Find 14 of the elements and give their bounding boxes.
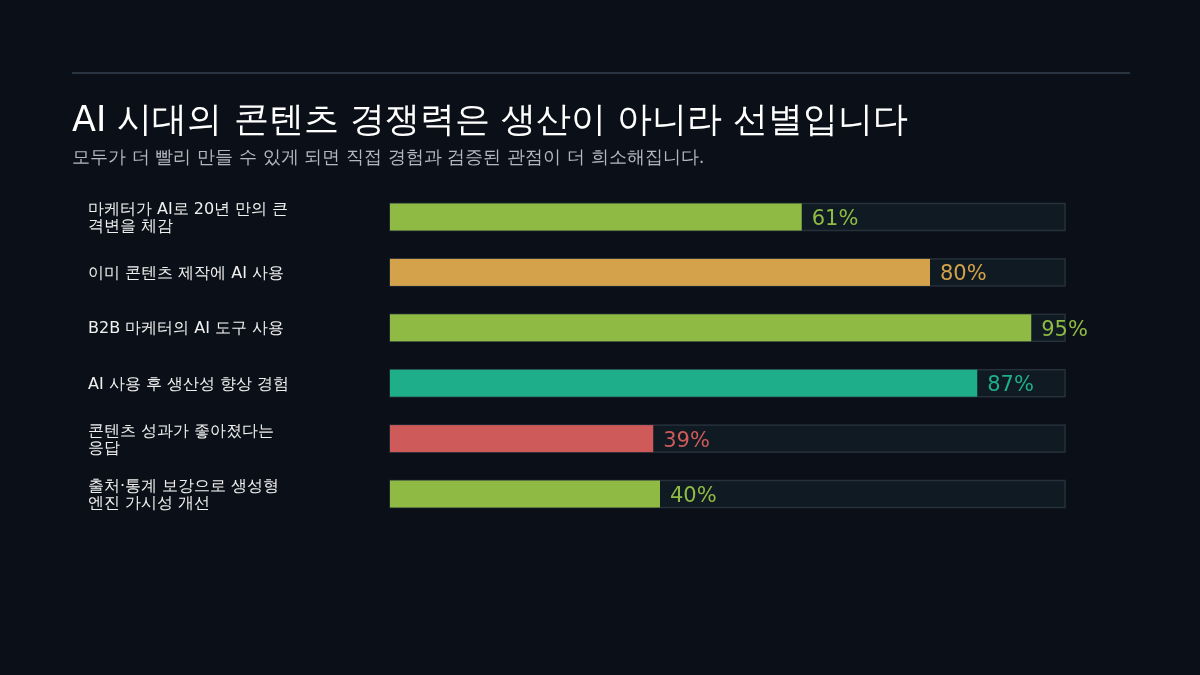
data-label: 87% [987, 372, 1034, 397]
y-tick-label: 마케터가 AI로 20년 만의 큰 격변을 체감 [88, 199, 290, 235]
data-label: 80% [940, 261, 987, 286]
y-tick-label: 출처·통계 보강으로 생성형 엔진 가시성 개선 [88, 476, 281, 512]
data-label: 39% [663, 427, 710, 452]
chart-title: AI 시대의 콘텐츠 경쟁력은 생산이 아니라 선별입니다 [72, 98, 909, 141]
data-label: 40% [670, 483, 717, 507]
y-tick-label: 콘텐츠 성과가 좋아졌다는 응답 [88, 420, 276, 457]
y-tick-label: B2B 마케터의 AI 도구 사용 [88, 318, 286, 338]
chart-subtitle: 모두가 더 빨리 만들 수 있게 되면 직접 경험과 검증된 관점이 더 희소해집니다. [72, 145, 705, 169]
y-tick-label: 이미 콘텐츠 제작에 AI 사용 [88, 262, 285, 282]
data-label: 61% [811, 206, 859, 230]
y-tick-label: AI 사용 후 생산성 향상 경험 [88, 373, 291, 393]
data-label: 95% [1041, 316, 1088, 341]
